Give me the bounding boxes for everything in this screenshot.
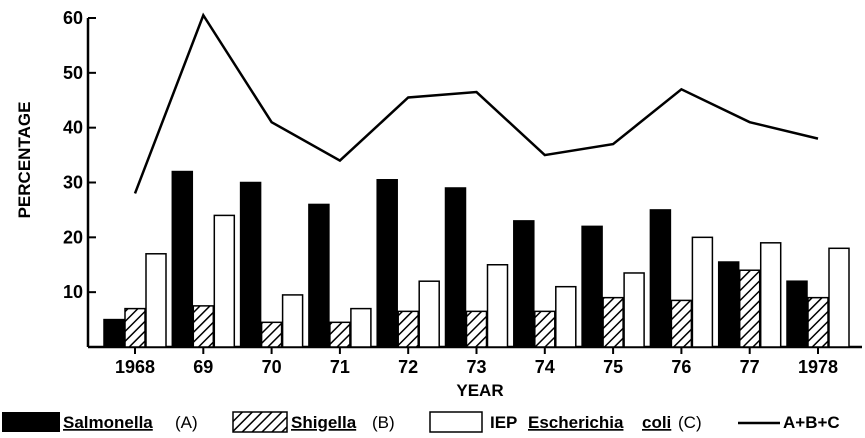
- legend-label-salmonella: Salmonella: [63, 413, 153, 432]
- legend-label-ecoli-genus: Escherichia: [528, 413, 624, 432]
- bar-open: [350, 307, 372, 348]
- x-tick-label: 73: [466, 357, 486, 377]
- plot-area: 10 20 30 40 50 60 1968 69 70 71 72 73 74 75 76 77 1978: [63, 8, 862, 377]
- bar-open: [691, 236, 714, 348]
- bar-hatched: [670, 299, 693, 348]
- y-tick-label: 20: [63, 227, 83, 247]
- bar-open: [213, 214, 236, 348]
- bar-hatched: [465, 310, 488, 348]
- y-tick-label: 30: [63, 173, 83, 193]
- bar-hatched: [124, 307, 146, 348]
- x-tick-label: 1968: [115, 357, 155, 377]
- bar-hatched: [738, 269, 761, 348]
- bar-solid: [444, 187, 467, 348]
- x-tick-label: 77: [740, 357, 760, 377]
- y-axis-title: PERCENTAGE: [15, 102, 34, 219]
- bar-solid: [717, 261, 740, 348]
- bar-solid: [786, 280, 808, 348]
- bar-solid: [308, 203, 330, 348]
- bar-open: [623, 272, 645, 348]
- legend-suffix-shigella: (B): [372, 413, 395, 432]
- legend-swatch-shigella: [232, 411, 288, 433]
- legend: Salmonella (A) Shigella (B) IEP Escherichia co…: [2, 411, 840, 433]
- y-tick-label: 10: [63, 282, 83, 302]
- legend-label-ecoli-species: coli: [642, 413, 671, 432]
- legend-suffix-salmonella: (A): [175, 413, 198, 432]
- legend-label-ecoli-prefix: IEP: [490, 413, 517, 432]
- bar-solid: [649, 209, 672, 348]
- x-tick-label: 72: [398, 357, 418, 377]
- bar-solid: [513, 220, 535, 348]
- x-tick-label: 71: [330, 357, 350, 377]
- x-tick-label: 75: [603, 357, 623, 377]
- x-tick-label: 74: [535, 357, 555, 377]
- x-tick-label: 1978: [798, 357, 838, 377]
- bar-hatched: [602, 296, 624, 348]
- x-tick-label: 70: [262, 357, 282, 377]
- bar-hatched: [807, 296, 829, 348]
- bar-open: [828, 247, 850, 348]
- y-tick-label: 50: [63, 63, 83, 83]
- legend-swatch-ecoli: [429, 411, 483, 433]
- bar-solid: [376, 179, 398, 348]
- legend-swatch-salmonella: [2, 412, 60, 432]
- bar-open: [555, 285, 577, 348]
- bar-solid: [239, 181, 262, 348]
- x-tick-label: 69: [193, 357, 213, 377]
- bar-open: [418, 280, 440, 348]
- x-axis-title: YEAR: [456, 381, 503, 400]
- bar-hatched: [329, 321, 351, 348]
- bar-open: [281, 294, 304, 348]
- bar-open: [145, 253, 167, 348]
- legend-label-shigella: Shigella: [291, 413, 357, 432]
- bar-solid: [103, 318, 125, 348]
- bar-hatched: [397, 310, 419, 348]
- y-tick-label: 60: [63, 8, 83, 28]
- y-tick-label: 40: [63, 118, 83, 138]
- bar-open: [486, 264, 509, 348]
- legend-suffix-ecoli: (C): [678, 413, 702, 432]
- bar-solid: [581, 225, 603, 348]
- line-series-total: [133, 12, 819, 194]
- bar-solid: [171, 170, 194, 348]
- bar-hatched: [192, 305, 215, 348]
- bar-open: [759, 242, 782, 348]
- legend-label-total: A+B+C: [783, 413, 840, 432]
- bar-hatched: [534, 310, 556, 348]
- x-tick-label: 76: [671, 357, 691, 377]
- bar-hatched: [260, 321, 283, 348]
